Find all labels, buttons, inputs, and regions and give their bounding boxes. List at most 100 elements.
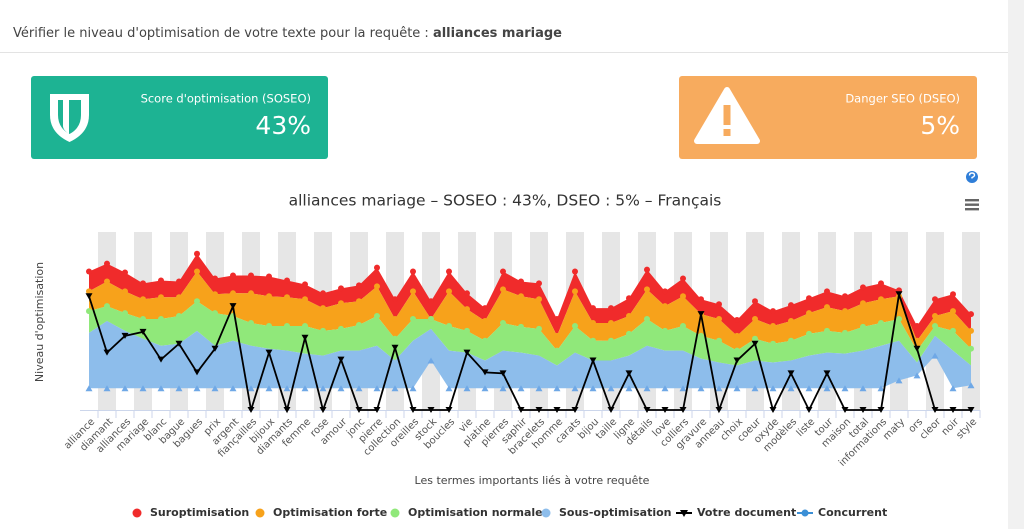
- range-marker: [500, 319, 506, 326]
- range-marker: [140, 296, 146, 303]
- range-marker: [554, 347, 560, 354]
- legend-item[interactable]: Sous-optimisation: [541, 506, 672, 519]
- document-marker: [715, 407, 723, 413]
- range-marker: [230, 272, 236, 279]
- document-marker: [211, 345, 219, 352]
- document-marker: [391, 344, 399, 351]
- range-marker: [139, 385, 147, 392]
- range-marker: [913, 372, 921, 379]
- range-marker: [806, 310, 812, 317]
- range-marker: [320, 305, 326, 312]
- card-label: Score d'optimisation (SOSEO): [141, 92, 311, 106]
- range-marker: [859, 385, 867, 392]
- document-marker: [661, 407, 669, 413]
- range-marker: [248, 272, 254, 279]
- warning-bar: [723, 105, 731, 125]
- range-area: [89, 271, 971, 351]
- range-marker: [265, 385, 273, 392]
- document-marker: [283, 407, 291, 413]
- range-marker: [626, 295, 632, 302]
- range-marker: [338, 285, 344, 292]
- range-marker: [878, 296, 884, 303]
- document-marker: [967, 407, 975, 413]
- legend-item[interactable]: Optimisation normale: [390, 506, 543, 519]
- document-marker: [409, 407, 417, 413]
- range-marker: [842, 308, 848, 315]
- range-marker: [104, 278, 110, 285]
- legend-symbol: [541, 508, 551, 518]
- range-marker: [878, 319, 884, 326]
- legend-item[interactable]: Optimisation forte: [255, 506, 388, 519]
- range-marker: [283, 385, 291, 392]
- range-marker: [121, 385, 129, 392]
- range-marker: [158, 294, 164, 301]
- range-marker: [500, 286, 506, 293]
- range-marker: [410, 288, 416, 295]
- legend-item[interactable]: Votre document: [676, 506, 796, 519]
- legend-symbol: [255, 508, 265, 518]
- document-marker: [337, 356, 345, 363]
- help-glyph: [968, 172, 976, 179]
- document-marker: [679, 407, 687, 413]
- document-marker: [301, 334, 309, 341]
- range-marker: [787, 385, 795, 392]
- range-marker: [698, 296, 704, 303]
- range-marker: [824, 288, 830, 295]
- range-marker: [410, 268, 416, 275]
- document-marker: [247, 407, 255, 413]
- range-marker: [122, 310, 128, 317]
- range-marker: [122, 269, 128, 276]
- range-marker: [284, 294, 290, 301]
- range-marker: [680, 322, 686, 329]
- range-marker: [176, 313, 182, 320]
- range-marker: [446, 288, 452, 295]
- range-marker: [248, 319, 254, 326]
- range-marker: [284, 277, 290, 284]
- range-area: [89, 301, 971, 366]
- range-marker: [176, 278, 182, 285]
- document-marker: [499, 370, 507, 377]
- document-marker: [103, 349, 111, 356]
- header-query: alliances mariage: [433, 26, 562, 41]
- document-marker: [535, 407, 543, 413]
- legend-label: Optimisation normale: [408, 506, 543, 519]
- range-marker: [715, 385, 723, 392]
- range-marker: [824, 327, 830, 334]
- document-marker: [697, 311, 705, 318]
- range-marker: [680, 275, 686, 282]
- range-marker: [770, 308, 776, 315]
- range-marker: [553, 385, 561, 392]
- legend-item[interactable]: Suroptimisation: [132, 506, 250, 519]
- document-marker: [229, 303, 237, 310]
- range-marker: [931, 352, 939, 359]
- y-axis-title: Niveau d'optimisation: [33, 262, 46, 382]
- range-marker: [932, 296, 938, 303]
- range-marker: [373, 385, 381, 392]
- range-marker: [968, 345, 974, 352]
- range-marker: [716, 337, 722, 344]
- range-marker: [788, 302, 794, 309]
- range-marker: [571, 385, 579, 392]
- document-marker: [751, 340, 759, 347]
- document-marker: [427, 407, 435, 413]
- document-marker: [481, 369, 489, 376]
- range-marker: [103, 385, 111, 392]
- range-marker: [536, 296, 542, 303]
- range-marker: [409, 385, 417, 392]
- document-marker: [121, 332, 129, 339]
- document-marker: [463, 349, 471, 356]
- range-marker: [446, 322, 452, 329]
- range-marker: [842, 329, 848, 336]
- range-marker: [860, 300, 866, 307]
- range-marker: [194, 268, 200, 275]
- document-marker: [931, 407, 939, 413]
- range-marker: [716, 301, 722, 308]
- menu-button[interactable]: [965, 199, 979, 211]
- legend-item[interactable]: Concurrent: [797, 506, 887, 519]
- document-marker: [553, 407, 561, 413]
- range-marker: [914, 322, 920, 329]
- x-axis-title: Les termes importants liés à votre requê…: [415, 474, 650, 487]
- range-marker: [554, 316, 560, 323]
